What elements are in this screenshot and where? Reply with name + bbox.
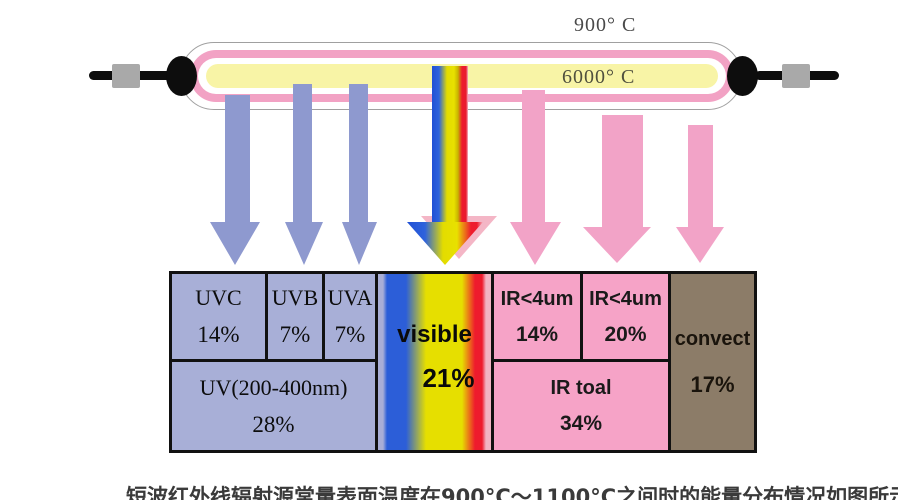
uvc-label: UVC: [195, 285, 242, 310]
uva-cell: UVA 7%: [325, 274, 375, 359]
uvc-arrow: [210, 95, 260, 265]
ir-long-arrow: [583, 115, 651, 263]
ir-short-arrow: [510, 90, 561, 265]
uv-total-value: 28%: [252, 411, 295, 437]
uv-total-label: UV(200-400nm): [199, 374, 348, 400]
uvc-cell: UVC 14%: [172, 274, 265, 359]
convection-arrow: [676, 125, 724, 263]
uvb-label: UVB: [271, 285, 319, 310]
uvc-value: 14%: [197, 322, 240, 347]
convect-cell: convect 17%: [671, 274, 754, 450]
visible-label: visible: [397, 321, 472, 348]
cropped-caption-text: 短波红外线辐射源常量表面温度在900°C～1100°C之间时的能量分布情况如图所…: [126, 485, 898, 500]
visible-value: 21%: [422, 363, 475, 393]
left-electrode-seal: [166, 56, 197, 96]
ir-short-label: IR<4um: [500, 287, 574, 310]
ir-short-cell: IR<4um 14%: [494, 274, 580, 359]
envelope-temperature-label: 900° C: [574, 14, 637, 36]
ir-total-label: IR toal: [550, 377, 612, 399]
energy-distribution-table: UVC 14% UVB 7% UVA 7% UV(200-400nm) 28% …: [169, 271, 757, 453]
uva-arrow: [342, 84, 377, 265]
ir-total-value: 34%: [559, 412, 603, 435]
right-connector-block: [782, 64, 810, 88]
ir-long-cell: IR<4um 20%: [583, 274, 668, 359]
uv-total-cell: UV(200-400nm) 28%: [172, 362, 375, 450]
ir-long-label: IR<4um: [589, 287, 662, 310]
visible-cell: visible 21%: [378, 274, 491, 450]
ir-total-cell: IR toal 34%: [494, 362, 668, 450]
uva-label: UVA: [327, 285, 373, 310]
left-connector-block: [112, 64, 140, 88]
uva-value: 7%: [334, 322, 366, 347]
ir-short-value: 14%: [515, 322, 559, 346]
core-temperature-label: 6000° C: [562, 66, 636, 88]
uvb-arrow: [285, 84, 323, 265]
uvb-value: 7%: [279, 322, 311, 347]
right-electrode-seal: [727, 56, 758, 96]
uvb-cell: UVB 7%: [268, 274, 322, 359]
convect-label: convect: [674, 328, 751, 350]
convect-value: 17%: [690, 372, 735, 397]
ir-long-value: 20%: [604, 322, 647, 346]
visible-arrow-shaft: [432, 66, 468, 224]
